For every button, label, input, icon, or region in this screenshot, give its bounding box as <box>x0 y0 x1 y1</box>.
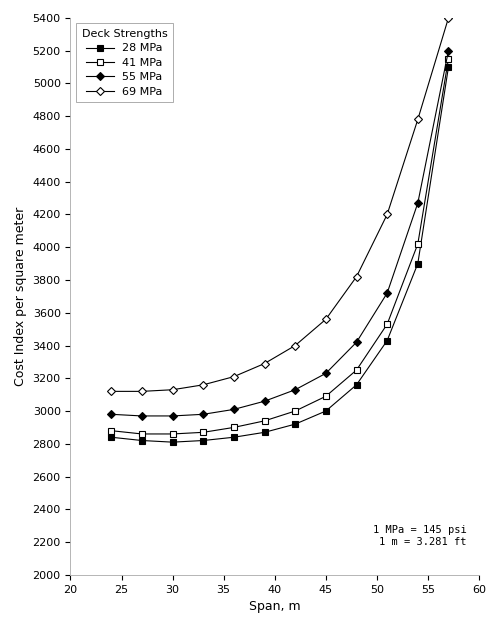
28 MPa <box>446 63 452 71</box>
28 MPa <box>354 381 360 389</box>
41 MPa <box>415 240 421 248</box>
55 MPa <box>139 412 145 419</box>
41 MPa <box>262 417 268 424</box>
69 MPa <box>231 373 237 381</box>
28 MPa <box>170 438 175 446</box>
28 MPa <box>262 429 268 436</box>
41 MPa <box>323 393 329 400</box>
69 MPa <box>446 14 452 22</box>
55 MPa <box>415 199 421 207</box>
55 MPa <box>354 339 360 346</box>
55 MPa <box>231 406 237 413</box>
55 MPa <box>200 411 206 418</box>
28 MPa <box>231 433 237 441</box>
55 MPa <box>170 412 175 419</box>
28 MPa <box>384 337 390 344</box>
55 MPa <box>323 369 329 377</box>
Line: 41 MPa: 41 MPa <box>108 56 451 437</box>
41 MPa <box>446 55 452 63</box>
28 MPa <box>323 408 329 415</box>
41 MPa <box>384 320 390 328</box>
69 MPa <box>262 360 268 367</box>
41 MPa <box>139 430 145 438</box>
Line: 55 MPa: 55 MPa <box>108 48 451 419</box>
28 MPa <box>108 433 114 441</box>
55 MPa <box>262 398 268 405</box>
41 MPa <box>170 430 175 438</box>
69 MPa <box>354 273 360 280</box>
41 MPa <box>231 424 237 431</box>
28 MPa <box>292 420 298 428</box>
41 MPa <box>354 366 360 374</box>
Text: 1 MPa = 145 psi
1 m = 3.281 ft: 1 MPa = 145 psi 1 m = 3.281 ft <box>373 525 467 547</box>
28 MPa <box>139 437 145 445</box>
28 MPa <box>200 437 206 445</box>
55 MPa <box>384 289 390 297</box>
Line: 69 MPa: 69 MPa <box>108 15 451 394</box>
55 MPa <box>292 386 298 394</box>
69 MPa <box>323 315 329 323</box>
28 MPa <box>415 260 421 267</box>
55 MPa <box>108 411 114 418</box>
69 MPa <box>139 387 145 395</box>
69 MPa <box>170 386 175 394</box>
69 MPa <box>384 211 390 218</box>
Y-axis label: Cost Index per square meter: Cost Index per square meter <box>14 207 27 386</box>
X-axis label: Span, m: Span, m <box>249 600 300 613</box>
Line: 28 MPa: 28 MPa <box>108 64 451 445</box>
69 MPa <box>200 381 206 389</box>
41 MPa <box>200 429 206 436</box>
55 MPa <box>446 47 452 55</box>
69 MPa <box>415 116 421 124</box>
Legend: 28 MPa, 41 MPa, 55 MPa, 69 MPa: 28 MPa, 41 MPa, 55 MPa, 69 MPa <box>76 23 173 102</box>
69 MPa <box>292 342 298 349</box>
69 MPa <box>108 387 114 395</box>
41 MPa <box>108 427 114 435</box>
41 MPa <box>292 408 298 415</box>
